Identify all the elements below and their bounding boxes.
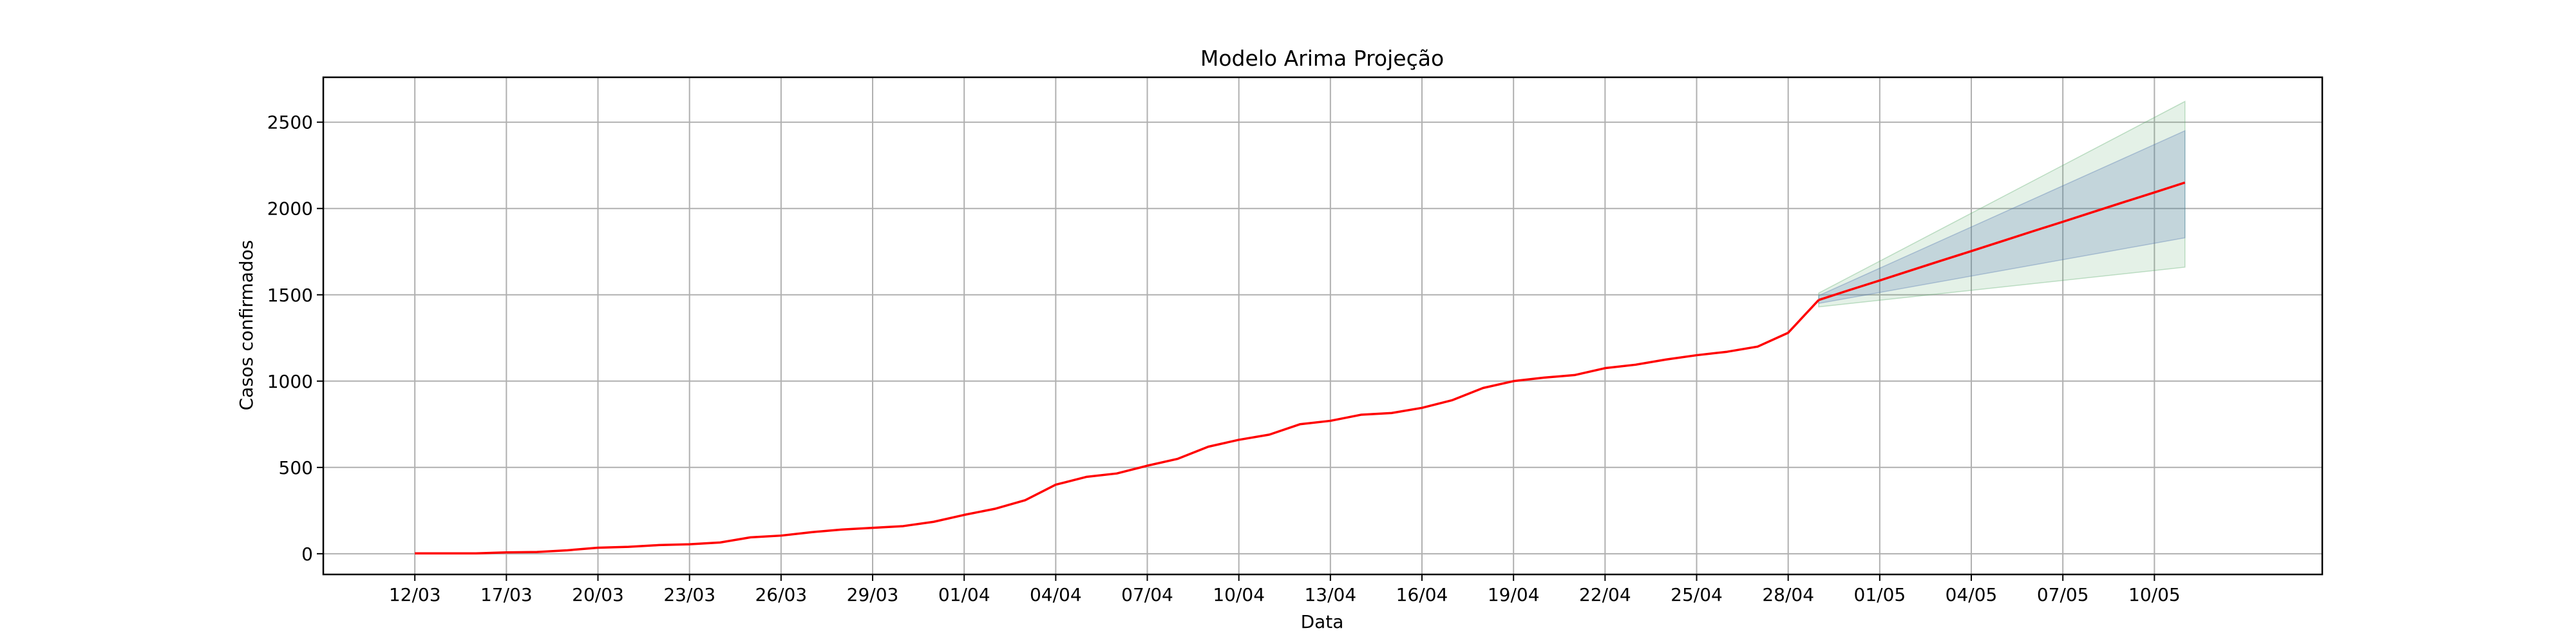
- x-tick-label: 26/03: [755, 584, 807, 605]
- x-tick-label: 10/04: [1213, 584, 1265, 605]
- plot-area-frame: [322, 76, 2324, 576]
- x-tick-label: 25/04: [1671, 584, 1723, 605]
- x-tick-label: 29/03: [847, 584, 899, 605]
- y-tick-label: 1000: [267, 371, 313, 392]
- y-tick-label: 0: [301, 544, 313, 565]
- x-tick-label: 07/05: [2037, 584, 2089, 605]
- y-tick-label: 1500: [267, 285, 313, 306]
- x-tick-label: 10/05: [2128, 584, 2181, 605]
- x-tick-label: 22/04: [1579, 584, 1631, 605]
- series-line-forecast: [1818, 181, 2186, 301]
- y-tick-label: 2500: [267, 112, 313, 133]
- x-tick-label: 12/03: [389, 584, 441, 605]
- x-tick-label: 04/04: [1030, 584, 1082, 605]
- x-tick-label: 17/03: [480, 584, 533, 605]
- x-axis-ticks: 12/03 17/03 20/03 23/03 26/03 29/03 01/04 04/04…: [389, 574, 2181, 605]
- x-tick-label: 04/05: [1946, 584, 1998, 605]
- y-tick-label: 2000: [267, 198, 313, 220]
- x-tick-label: 20/03: [572, 584, 624, 605]
- x-tick-label: 16/04: [1396, 584, 1448, 605]
- series-line-observed: [415, 299, 1820, 555]
- chart-title: Modelo Arima Projeção: [1200, 46, 1444, 71]
- series-lines: [415, 181, 2186, 555]
- x-tick-label: 07/04: [1121, 584, 1173, 605]
- x-tick-label: 28/04: [1762, 584, 1814, 605]
- grid: [323, 77, 2322, 574]
- x-tick-label: 01/04: [938, 584, 990, 605]
- x-tick-label: 23/03: [663, 584, 715, 605]
- y-axis-title: Casos confirmados: [236, 240, 257, 411]
- x-tick-label: 19/04: [1488, 584, 1540, 605]
- confidence-band-outer: [1818, 100, 2186, 308]
- x-tick-label: 13/04: [1304, 584, 1356, 605]
- x-tick-label: 01/05: [1854, 584, 1906, 605]
- confidence-bands: [1818, 100, 2186, 308]
- x-axis-title: Data: [1301, 611, 1344, 632]
- y-tick-label: 500: [279, 457, 313, 478]
- y-axis-ticks: 0 500 1000 1500 2000 2500: [267, 112, 323, 565]
